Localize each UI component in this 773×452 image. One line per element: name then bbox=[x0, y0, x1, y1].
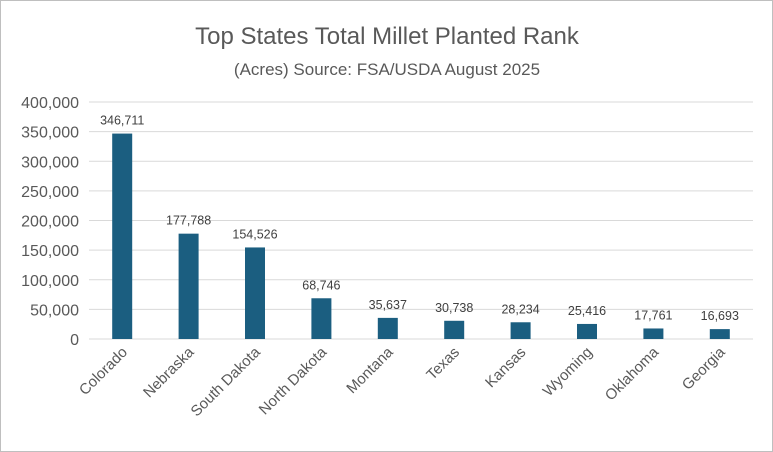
x-tick-label: South Dakota bbox=[188, 343, 265, 420]
bar-montana bbox=[377, 317, 398, 339]
bar-texas bbox=[444, 320, 465, 339]
data-label: 25,416 bbox=[568, 304, 606, 318]
x-tick-label: North Dakota bbox=[256, 343, 331, 418]
y-tick-label: 400,000 bbox=[21, 95, 79, 112]
chart-title: Top States Total Millet Planted Rank bbox=[195, 23, 580, 50]
data-label: 35,637 bbox=[369, 298, 407, 312]
x-tick-label: Nebraska bbox=[140, 343, 198, 401]
data-label: 346,711 bbox=[100, 114, 144, 128]
bar-kansas bbox=[510, 322, 531, 339]
y-tick-label: 200,000 bbox=[21, 214, 79, 231]
data-label: 16,693 bbox=[701, 309, 739, 323]
bar-south-dakota bbox=[245, 247, 265, 339]
data-label: 177,788 bbox=[166, 214, 211, 228]
bar-wyoming bbox=[577, 323, 597, 339]
bar-georgia bbox=[709, 329, 730, 339]
x-tick-label: Wyoming bbox=[540, 344, 596, 400]
x-tick-label: Colorado bbox=[76, 344, 131, 399]
y-tick-label: 150,000 bbox=[21, 243, 79, 260]
x-tick-label: Georgia bbox=[679, 343, 729, 393]
data-label: 68,746 bbox=[302, 278, 340, 292]
y-tick-label: 300,000 bbox=[21, 154, 79, 171]
data-label: 154,526 bbox=[232, 227, 277, 241]
y-tick-label: 350,000 bbox=[21, 125, 79, 142]
data-label: 28,234 bbox=[501, 302, 539, 316]
y-tick-label: 50,000 bbox=[30, 302, 79, 319]
x-tick-label: Oklahoma bbox=[602, 343, 663, 404]
x-tick-label: Montana bbox=[343, 343, 397, 397]
x-tick-label: Kansas bbox=[482, 344, 529, 391]
bar-colorado bbox=[112, 133, 133, 339]
data-label: 30,738 bbox=[435, 301, 473, 315]
y-tick-label: 0 bbox=[70, 332, 79, 349]
bar-nebraska bbox=[178, 233, 199, 339]
bar-north-dakota bbox=[311, 298, 332, 339]
y-tick-label: 250,000 bbox=[21, 184, 79, 201]
data-label: 17,761 bbox=[634, 308, 672, 322]
y-tick-label: 100,000 bbox=[21, 273, 79, 290]
x-tick-label: Texas bbox=[423, 344, 463, 384]
bar-oklahoma bbox=[643, 328, 664, 339]
chart-subtitle: (Acres) Source: FSA/USDA August 2025 bbox=[234, 60, 540, 79]
